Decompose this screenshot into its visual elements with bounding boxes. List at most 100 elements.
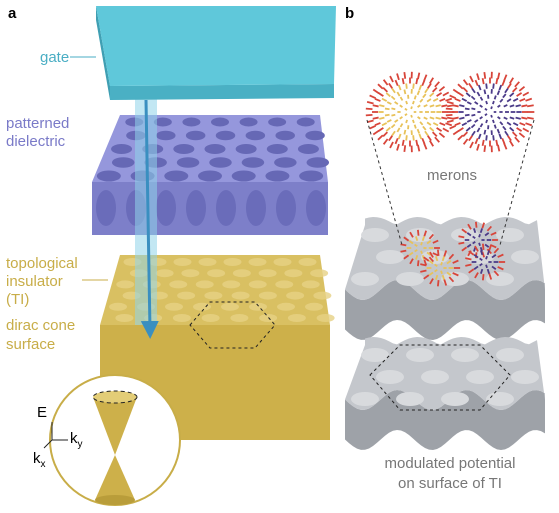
spin-arrow xyxy=(513,99,518,101)
spin-arrow xyxy=(440,123,446,125)
ti-label: (TI) xyxy=(6,291,29,308)
spin-arrow xyxy=(465,115,470,116)
spin-arrow xyxy=(367,102,373,104)
spin-arrow xyxy=(519,133,524,137)
spin-arrow xyxy=(477,144,479,150)
potential-label: on surface of TI xyxy=(398,475,502,492)
spin-arrow xyxy=(418,129,420,133)
spin-arrow xyxy=(504,117,508,119)
spot xyxy=(284,269,302,277)
spin-arrow xyxy=(423,94,426,98)
hole xyxy=(274,157,297,168)
spin-arrow xyxy=(459,243,465,244)
spin-arrow xyxy=(418,105,421,107)
spin-arrow xyxy=(475,80,477,86)
spin-arrow xyxy=(502,138,504,144)
spin-arrow xyxy=(483,244,484,250)
hole xyxy=(177,157,200,168)
spot xyxy=(165,303,183,311)
bump xyxy=(511,370,539,384)
spin-arrow xyxy=(404,130,405,134)
spin-arrow xyxy=(430,117,434,118)
spin-arrow xyxy=(422,138,424,144)
spot xyxy=(310,269,328,277)
hole xyxy=(96,190,116,226)
spot xyxy=(222,280,240,288)
spin-arrow xyxy=(373,118,379,119)
axis-label: kx xyxy=(33,450,46,470)
bump xyxy=(451,348,479,362)
spin-arrow xyxy=(404,72,405,79)
spin-arrow xyxy=(455,99,461,101)
spin-arrow xyxy=(470,142,473,148)
spin-arrow xyxy=(366,115,373,116)
spin-arrow xyxy=(406,101,407,104)
spin-arrow xyxy=(479,85,481,90)
bump xyxy=(406,348,434,362)
spot xyxy=(207,269,225,277)
ti-label: insulator xyxy=(6,273,63,290)
spot xyxy=(299,258,317,266)
spin-arrow xyxy=(438,250,439,256)
spot xyxy=(259,314,277,322)
spin-arrow xyxy=(510,105,514,106)
spot xyxy=(109,303,127,311)
spin-arrow xyxy=(486,135,487,140)
spot xyxy=(302,280,320,288)
bump xyxy=(511,250,539,264)
spot xyxy=(196,280,214,288)
spin-arrow xyxy=(458,128,463,131)
spin-arrow xyxy=(424,117,428,119)
spin-arrow xyxy=(413,135,414,140)
hole xyxy=(186,131,206,141)
spin-arrow xyxy=(401,251,407,252)
spin-arrow xyxy=(521,105,527,106)
spin-arrow xyxy=(430,128,434,132)
spin-arrow xyxy=(467,120,471,122)
spin-arrow xyxy=(404,145,405,152)
spin-arrow xyxy=(382,99,387,101)
bump xyxy=(496,348,524,362)
spin-arrow xyxy=(383,88,387,92)
spin-arrow xyxy=(510,93,514,97)
spin-arrow xyxy=(527,105,534,106)
spin-arrow xyxy=(441,262,442,265)
spot xyxy=(249,258,267,266)
spin-arrow xyxy=(370,95,376,98)
spin-arrow xyxy=(504,75,506,81)
spin-arrow xyxy=(406,83,407,88)
spin-arrow xyxy=(418,73,419,80)
spin-arrow xyxy=(498,91,500,95)
spin-arrow xyxy=(466,128,470,132)
spin-arrow xyxy=(476,222,477,228)
spin-arrow xyxy=(418,260,419,266)
spin-arrow xyxy=(418,117,421,119)
spin-arrow xyxy=(493,83,494,88)
spin-arrow xyxy=(424,105,428,107)
spot xyxy=(233,269,251,277)
dielectric-label: dielectric xyxy=(6,133,66,150)
spin-arrow xyxy=(421,242,422,245)
spin-arrow xyxy=(453,105,459,106)
spin-arrow xyxy=(395,120,398,122)
spin-arrow xyxy=(459,105,464,106)
spot xyxy=(156,269,174,277)
spin-arrow xyxy=(520,99,526,101)
spot xyxy=(259,292,277,300)
bump xyxy=(496,228,524,242)
spin-arrow xyxy=(387,120,391,122)
spin-arrow xyxy=(384,80,388,85)
spin-arrow xyxy=(499,85,501,90)
spin-arrow xyxy=(499,134,501,139)
spin-arrow xyxy=(464,80,468,85)
spin-arrow xyxy=(435,82,439,87)
spin-arrow xyxy=(504,143,506,149)
spin-arrow xyxy=(495,125,496,129)
spot xyxy=(221,303,239,311)
spin-arrow xyxy=(403,78,404,84)
hole xyxy=(236,144,257,154)
spin-arrow xyxy=(515,82,519,87)
hole xyxy=(306,190,326,226)
hole xyxy=(299,171,323,182)
